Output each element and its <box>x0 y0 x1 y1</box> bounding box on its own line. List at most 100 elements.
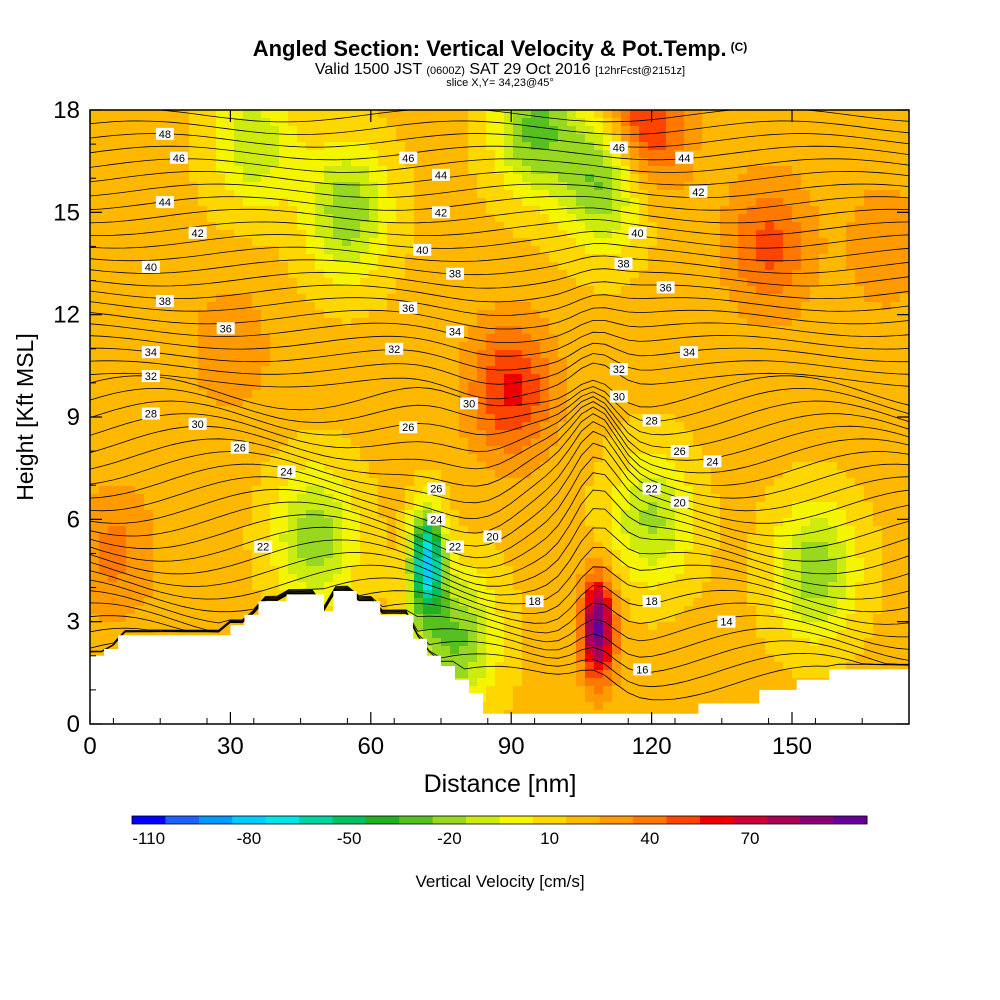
velocity-cell <box>495 406 505 415</box>
velocity-cell <box>297 398 307 407</box>
velocity-cell <box>225 190 235 199</box>
velocity-cell <box>234 238 244 247</box>
velocity-cell <box>144 470 154 479</box>
velocity-cell <box>621 382 631 391</box>
velocity-cell <box>90 294 100 303</box>
velocity-cell <box>243 502 253 511</box>
velocity-cell <box>135 518 145 527</box>
velocity-cell <box>648 190 658 199</box>
velocity-cell <box>432 110 442 119</box>
velocity-cell <box>198 302 208 311</box>
velocity-cell <box>567 318 577 327</box>
velocity-cell <box>270 366 280 375</box>
velocity-cell <box>270 262 280 271</box>
velocity-cell <box>504 454 514 463</box>
velocity-cell <box>351 414 361 423</box>
velocity-cell <box>108 166 118 175</box>
velocity-cell <box>117 430 127 439</box>
velocity-cell <box>279 406 289 415</box>
velocity-cell <box>432 494 442 503</box>
velocity-cell <box>90 342 100 351</box>
velocity-cell <box>477 630 487 639</box>
velocity-cell <box>630 318 640 327</box>
velocity-cell <box>630 134 640 143</box>
velocity-cell <box>126 462 136 471</box>
velocity-cell <box>423 262 433 271</box>
velocity-cell <box>423 502 433 511</box>
velocity-cell <box>648 278 658 287</box>
velocity-cell <box>378 406 388 415</box>
velocity-cell <box>261 534 271 543</box>
velocity-cell <box>450 382 460 391</box>
velocity-cell <box>423 294 433 303</box>
velocity-cell <box>441 342 451 351</box>
velocity-cell <box>378 438 388 447</box>
velocity-cell <box>144 334 154 343</box>
velocity-cell <box>270 110 280 119</box>
velocity-cell <box>126 326 136 335</box>
velocity-cell <box>495 550 505 559</box>
velocity-cell <box>117 510 127 519</box>
velocity-cell <box>639 542 649 551</box>
velocity-cell <box>405 222 415 231</box>
velocity-cell <box>585 606 595 615</box>
velocity-cell <box>243 398 253 407</box>
velocity-cell <box>252 446 262 455</box>
velocity-cell <box>585 398 595 407</box>
velocity-cell <box>477 302 487 311</box>
velocity-cell <box>666 414 676 423</box>
velocity-cell <box>558 222 568 231</box>
velocity-cell <box>333 566 343 575</box>
velocity-cell <box>261 398 271 407</box>
velocity-cell <box>486 246 496 255</box>
velocity-cell <box>666 222 676 231</box>
velocity-cell <box>180 230 190 239</box>
velocity-cell <box>324 374 334 383</box>
velocity-cell <box>657 406 667 415</box>
velocity-cell <box>576 366 586 375</box>
velocity-cell <box>198 214 208 223</box>
velocity-cell <box>486 438 496 447</box>
velocity-cell <box>234 358 244 367</box>
velocity-cell <box>504 382 514 391</box>
velocity-cell <box>207 334 217 343</box>
velocity-cell <box>630 174 640 183</box>
velocity-cell <box>594 518 604 527</box>
velocity-cell <box>522 454 532 463</box>
velocity-cell <box>243 550 253 559</box>
velocity-cell <box>450 414 460 423</box>
velocity-cell <box>225 278 235 287</box>
velocity-cell <box>405 110 415 119</box>
velocity-cell <box>198 366 208 375</box>
velocity-cell <box>378 582 388 591</box>
velocity-cell <box>576 214 586 223</box>
velocity-cell <box>378 494 388 503</box>
velocity-cell <box>657 190 667 199</box>
velocity-cell <box>90 622 100 631</box>
velocity-cell <box>468 238 478 247</box>
velocity-cell <box>522 494 532 503</box>
velocity-cell <box>486 510 496 519</box>
velocity-cell <box>405 510 415 519</box>
velocity-cell <box>621 118 631 127</box>
velocity-cell <box>486 174 496 183</box>
velocity-cell <box>135 374 145 383</box>
velocity-cell <box>108 134 118 143</box>
velocity-cell <box>630 486 640 495</box>
velocity-cell <box>234 526 244 535</box>
velocity-cell <box>531 158 541 167</box>
velocity-cell <box>594 438 604 447</box>
velocity-cell <box>333 318 343 327</box>
velocity-cell <box>135 334 145 343</box>
velocity-cell <box>342 494 352 503</box>
velocity-cell <box>297 302 307 311</box>
velocity-cell <box>486 334 496 343</box>
velocity-cell <box>441 582 451 591</box>
velocity-cell <box>495 334 505 343</box>
velocity-cell <box>621 654 631 663</box>
velocity-cell <box>396 582 406 591</box>
velocity-cell <box>495 214 505 223</box>
velocity-cell <box>234 262 244 271</box>
velocity-cell <box>585 582 595 591</box>
velocity-cell <box>639 518 649 527</box>
